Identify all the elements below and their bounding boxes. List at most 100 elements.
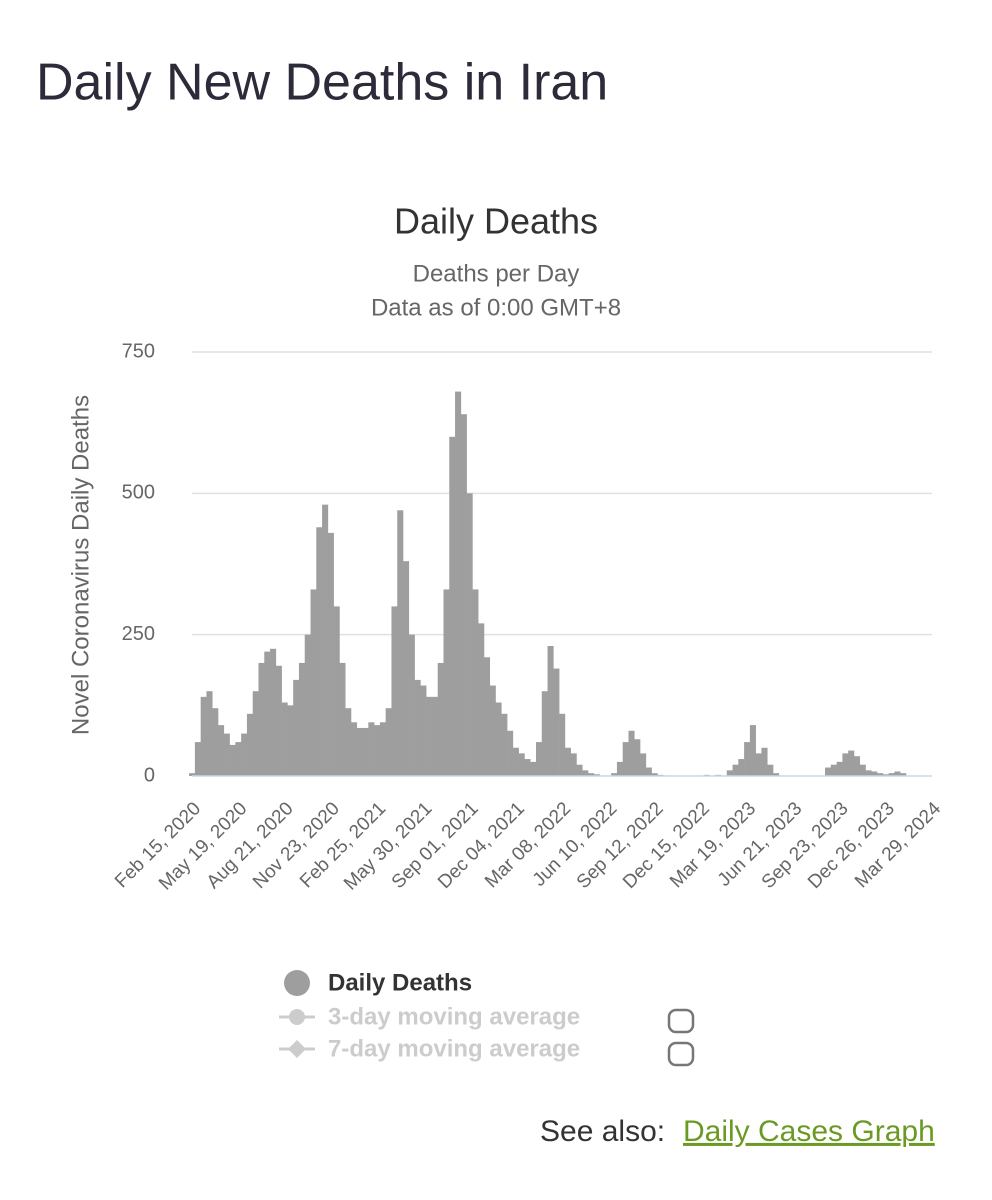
bar: [478, 623, 485, 776]
legend-marker: [289, 1009, 305, 1025]
bar: [466, 493, 473, 776]
bar: [316, 527, 323, 776]
bar: [761, 747, 768, 776]
bar: [408, 634, 415, 776]
bar: [431, 696, 439, 776]
bar: [645, 767, 652, 776]
bar: [391, 606, 398, 776]
bar: [651, 773, 658, 776]
y-tick-label: 500: [122, 482, 155, 504]
bar: [830, 764, 837, 776]
bar: [524, 759, 531, 776]
bar: [310, 589, 317, 776]
bar: [744, 742, 751, 776]
bar: [264, 651, 271, 776]
bar: [888, 773, 895, 776]
bar: [293, 679, 300, 776]
bar: [582, 770, 589, 776]
bar: [426, 696, 433, 776]
bar: [374, 725, 381, 776]
bar: [755, 753, 762, 776]
bar: [455, 391, 462, 776]
bar: [281, 702, 288, 776]
bar: [640, 753, 647, 776]
bar: [732, 764, 739, 776]
bar: [246, 713, 254, 776]
bar: [420, 685, 427, 776]
bar: [773, 773, 780, 776]
bar: [258, 662, 265, 776]
bar: [859, 764, 866, 776]
bar: [489, 685, 496, 776]
see-also: See also:: [540, 1115, 665, 1148]
page-title: Daily New Deaths in Iran: [36, 54, 608, 112]
y-tick-label: 250: [122, 623, 155, 645]
bar: [189, 773, 196, 776]
legend-label: Daily Deaths: [328, 969, 472, 996]
bar: [871, 771, 878, 776]
bar: [848, 750, 855, 776]
bar: [460, 414, 467, 776]
bar: [611, 773, 618, 776]
bar: [472, 589, 479, 776]
chart-subtitle: Deaths per Day: [413, 260, 580, 287]
bar: [495, 702, 502, 776]
legend-marker: [284, 970, 310, 996]
bar: [535, 742, 543, 776]
bar: [507, 730, 514, 776]
bar: [298, 662, 306, 776]
bar: [593, 774, 600, 776]
bar: [541, 691, 548, 776]
bar: [368, 722, 375, 776]
bar: [356, 727, 363, 776]
bar: [726, 770, 733, 776]
legend-label: 3-day moving average: [328, 1003, 580, 1030]
checkbox[interactable]: [667, 1008, 695, 1034]
bar: [449, 436, 456, 776]
bar: [616, 761, 624, 776]
bar: [322, 504, 329, 776]
bar: [194, 742, 201, 776]
legend-label: 7-day moving average: [328, 1035, 580, 1062]
y-tick-label: 750: [122, 340, 155, 362]
bar: [437, 662, 444, 776]
bar: [564, 747, 571, 776]
bar: [853, 756, 861, 776]
bar: [212, 708, 219, 776]
bar: [270, 648, 277, 776]
bar: [749, 725, 756, 776]
bar: [350, 722, 358, 776]
bar: [900, 773, 907, 776]
bar: [218, 725, 225, 776]
bar: [501, 713, 508, 776]
bar: [767, 764, 774, 776]
checkbox[interactable]: [667, 1041, 695, 1067]
bar: [588, 773, 595, 776]
bar: [304, 634, 311, 776]
bar: [345, 708, 352, 776]
bar: [379, 722, 386, 776]
bar: [241, 733, 248, 776]
link[interactable]: Daily Cases Graph: [683, 1115, 935, 1148]
bar: [443, 589, 450, 776]
bar: [414, 679, 421, 776]
bar: [622, 742, 629, 776]
bar: [397, 510, 404, 776]
bar: [836, 761, 843, 776]
bar: [825, 767, 832, 776]
bar: [547, 645, 554, 776]
bar: [842, 753, 849, 776]
bar: [229, 744, 236, 776]
bar: [287, 705, 294, 776]
bar: [223, 733, 230, 776]
bar: [403, 561, 410, 776]
bar: [339, 662, 346, 776]
bar: [275, 665, 282, 776]
bar: [634, 739, 641, 776]
bar: [530, 761, 537, 776]
bar: [206, 691, 213, 776]
bar: [385, 708, 392, 776]
bar: [628, 730, 635, 776]
